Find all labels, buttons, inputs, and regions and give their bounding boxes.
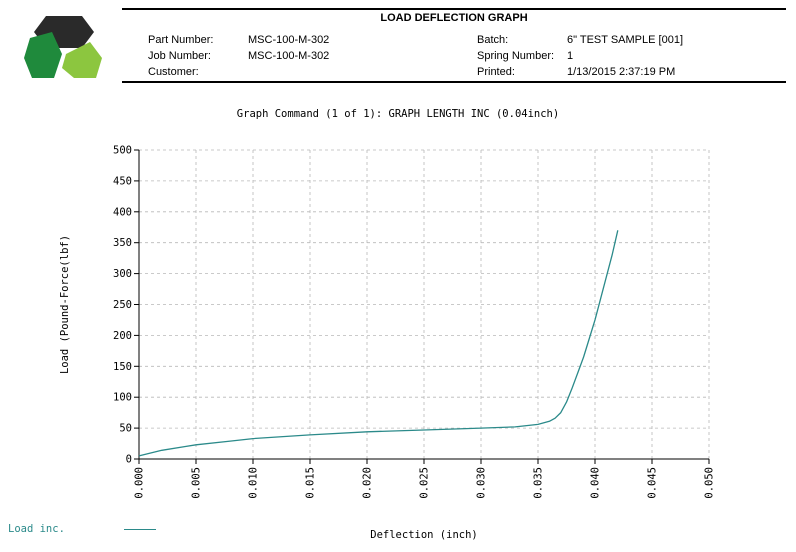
- report-title: LOAD DEFLECTION GRAPH: [380, 12, 528, 24]
- x-tick-label: 0.010: [248, 467, 260, 499]
- y-tick-label: 100: [113, 392, 132, 404]
- printed-value: 1/13/2015 2:37:19 PM: [567, 66, 676, 78]
- x-tick-label: 0.015: [305, 467, 317, 499]
- spring-number-label: Spring Number:: [477, 50, 555, 62]
- y-tick-label: 50: [119, 423, 132, 435]
- x-tick-label: 0.020: [362, 467, 374, 499]
- x-tick-label: 0.005: [191, 467, 203, 499]
- y-tick-label: 400: [113, 206, 132, 218]
- x-tick-label: 0.045: [647, 467, 659, 499]
- y-axis-label: Load (Pound-Force(lbf): [59, 235, 71, 374]
- company-logo: [24, 16, 102, 78]
- legend-label: Load inc.: [8, 523, 65, 535]
- logo-hex-green-light: [62, 42, 102, 78]
- x-axis-label: Deflection (inch): [370, 529, 477, 541]
- report-header: LOAD DEFLECTION GRAPH Part Number: MSC-1…: [122, 8, 786, 83]
- legend-line-swatch: [124, 529, 156, 530]
- customer-label: Customer:: [148, 66, 199, 78]
- y-tick-label: 350: [113, 237, 132, 249]
- printed-label: Printed:: [477, 66, 515, 78]
- x-tick-label: 0.000: [134, 467, 146, 499]
- x-tick-label: 0.040: [590, 467, 602, 499]
- spring-number-value: 1: [567, 50, 574, 62]
- x-tick-label: 0.025: [419, 467, 431, 499]
- batch-label: Batch:: [477, 34, 509, 46]
- y-tick-label: 450: [113, 175, 132, 187]
- part-number-value: MSC-100-M-302: [248, 34, 330, 46]
- part-number-label: Part Number:: [148, 34, 214, 46]
- header-bottom-rule: [122, 81, 786, 83]
- y-tick-label: 200: [113, 330, 132, 342]
- series-line-load-inc: [138, 230, 619, 457]
- header-top-rule: [122, 8, 786, 10]
- job-number-value: MSC-100-M-302: [248, 50, 330, 62]
- y-tick-label: 300: [113, 268, 132, 280]
- batch-value: 6" TEST SAMPLE [001]: [567, 34, 683, 46]
- y-tick-label: 0: [126, 454, 132, 466]
- x-tick-label: 0.035: [533, 467, 545, 499]
- x-tick-label: 0.030: [476, 467, 488, 499]
- y-tick-label: 250: [113, 299, 132, 311]
- job-number-label: Job Number:: [148, 50, 211, 62]
- y-tick-label: 500: [113, 145, 132, 157]
- logo-hex-green-dark: [24, 32, 62, 78]
- x-tick-label: 0.050: [704, 467, 716, 499]
- graph-caption: Graph Command (1 of 1): GRAPH LENGTH INC…: [236, 108, 560, 120]
- y-tick-label: 150: [113, 361, 132, 373]
